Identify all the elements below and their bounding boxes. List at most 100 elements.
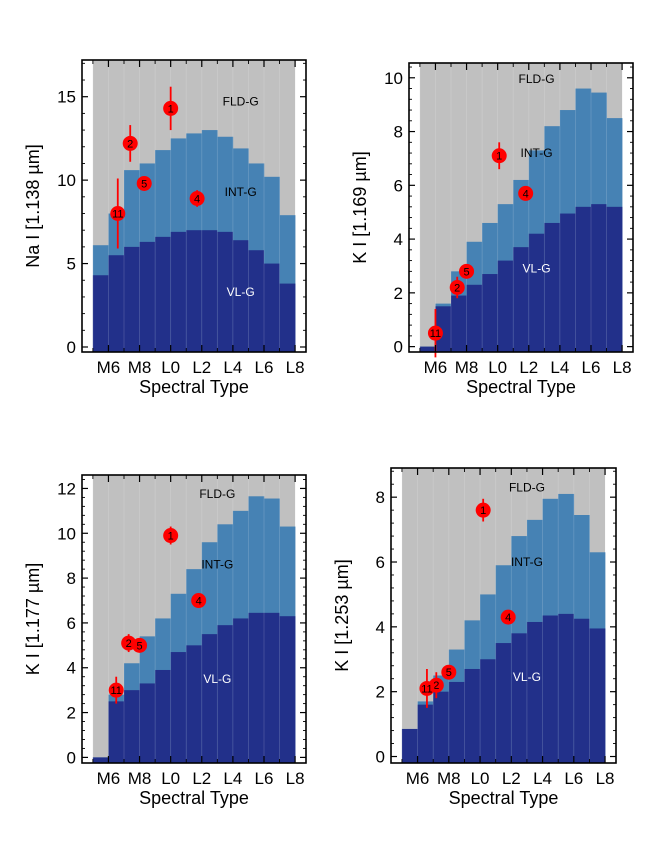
- vl-g-bar: [232, 618, 249, 763]
- region-label-vl-g: VL-G: [203, 672, 231, 686]
- data-point-label: 4: [505, 612, 511, 624]
- data-point-label: 4: [194, 193, 200, 205]
- vl-g-bar: [513, 247, 530, 352]
- x-tick-label: L0: [161, 769, 180, 788]
- y-tick-label: 5: [67, 255, 76, 274]
- vl-g-bar: [419, 346, 436, 352]
- x-axis-title: Spectral Type: [449, 788, 559, 808]
- x-tick-label: M8: [455, 358, 479, 377]
- x-tick-label: L4: [533, 769, 552, 788]
- x-tick-label: L2: [502, 769, 521, 788]
- region-label-int-g: INT-G: [521, 146, 553, 160]
- x-tick-label: L0: [161, 358, 180, 377]
- vl-g-bar: [186, 645, 203, 763]
- data-point: [108, 682, 124, 698]
- vl-g-bar: [248, 250, 265, 352]
- x-tick-label: L2: [519, 358, 538, 377]
- vl-g-bar: [480, 659, 496, 763]
- y-tick-label: 10: [384, 69, 403, 88]
- y-tick-label: 0: [67, 748, 76, 767]
- y-tick-label: 6: [394, 176, 403, 195]
- data-point-label: 2: [433, 680, 439, 692]
- data-point: [191, 593, 207, 609]
- y-tick-label: 8: [394, 123, 403, 142]
- data-point: [491, 148, 507, 164]
- y-tick-label: 10: [57, 524, 76, 543]
- vl-g-bar: [575, 206, 592, 352]
- vl-g-bar: [124, 690, 140, 763]
- region-label-int-g: INT-G: [201, 558, 233, 572]
- x-tick-label: L2: [192, 358, 211, 377]
- vl-g-bar: [232, 240, 249, 352]
- y-tick-label: 6: [67, 614, 76, 633]
- vl-g-bar: [155, 236, 171, 352]
- y-tick-label: 6: [376, 553, 385, 572]
- data-point: [122, 135, 138, 151]
- region-label-int-g: INT-G: [225, 185, 257, 199]
- data-point-label: 11: [430, 328, 441, 340]
- x-tick-label: L4: [223, 769, 242, 788]
- y-tick-label: 4: [376, 618, 385, 637]
- vl-g-bar: [573, 618, 590, 763]
- vl-g-bar: [433, 691, 450, 763]
- vl-g-bar: [526, 621, 543, 763]
- vl-g-bar: [511, 633, 528, 763]
- y-tick-label: 0: [67, 338, 76, 357]
- panel-top-left: FLD-G INT-G VL-G 1 2 5 11 4 0 5 10 15 M6 M8 L0 L2 L4 L6 L8…: [23, 59, 307, 397]
- data-point-label: 11: [111, 685, 122, 697]
- vl-g-bar: [606, 206, 623, 352]
- region-label-int-g: INT-G: [511, 555, 543, 569]
- y-axis-title: K I [1.169 µm]: [350, 151, 370, 263]
- vl-g-bar: [482, 274, 498, 352]
- x-tick-label: L4: [550, 358, 569, 377]
- x-axis-title: Spectral Type: [466, 377, 576, 397]
- vl-g-bar: [528, 233, 545, 352]
- y-axis-title: Na I [1.138 µm]: [23, 144, 43, 267]
- x-tick-label: L0: [471, 769, 490, 788]
- data-point: [475, 502, 491, 518]
- vl-g-bar: [248, 612, 265, 763]
- vl-g-bar: [186, 230, 203, 352]
- vl-g-bar: [108, 701, 125, 763]
- vl-g-bar: [217, 625, 234, 763]
- data-point: [132, 637, 148, 653]
- data-point-label: 1: [168, 103, 174, 115]
- x-tick-label: L6: [255, 358, 274, 377]
- data-point-label: 5: [136, 640, 142, 652]
- x-tick-label: M6: [97, 358, 121, 377]
- region-label-vl-g: VL-G: [513, 670, 541, 684]
- vl-g-bar: [401, 728, 418, 763]
- vl-g-bar: [589, 628, 606, 763]
- plot-area: [92, 60, 296, 352]
- x-tick-label: L2: [192, 769, 211, 788]
- y-tick-label: 4: [67, 659, 76, 678]
- x-tick-label: L8: [613, 358, 632, 377]
- data-point: [459, 263, 475, 279]
- data-point-label: 11: [421, 683, 432, 695]
- vl-g-bar: [155, 669, 171, 763]
- data-point-label: 2: [454, 282, 460, 294]
- x-tick-label: L8: [286, 769, 305, 788]
- data-point: [449, 279, 465, 295]
- vl-g-bar: [448, 681, 465, 763]
- x-tick-label: L6: [255, 769, 274, 788]
- y-tick-label: 8: [376, 488, 385, 507]
- x-tick-label: L8: [596, 769, 615, 788]
- vl-g-bar: [170, 652, 187, 763]
- vl-g-bar: [279, 616, 296, 763]
- vl-g-bar: [139, 241, 156, 352]
- vl-g-bar: [92, 757, 109, 763]
- vl-g-bar: [542, 615, 559, 763]
- y-tick-label: 15: [57, 88, 76, 107]
- y-tick-label: 2: [67, 704, 76, 723]
- x-tick-label: L8: [286, 358, 305, 377]
- data-point: [163, 528, 179, 544]
- y-tick-label: 10: [57, 171, 76, 190]
- x-axis-title: Spectral Type: [139, 788, 249, 808]
- x-tick-label: M8: [128, 769, 152, 788]
- vl-g-bar: [139, 683, 156, 763]
- data-point-label: 2: [126, 638, 132, 650]
- x-tick-label: L4: [223, 358, 242, 377]
